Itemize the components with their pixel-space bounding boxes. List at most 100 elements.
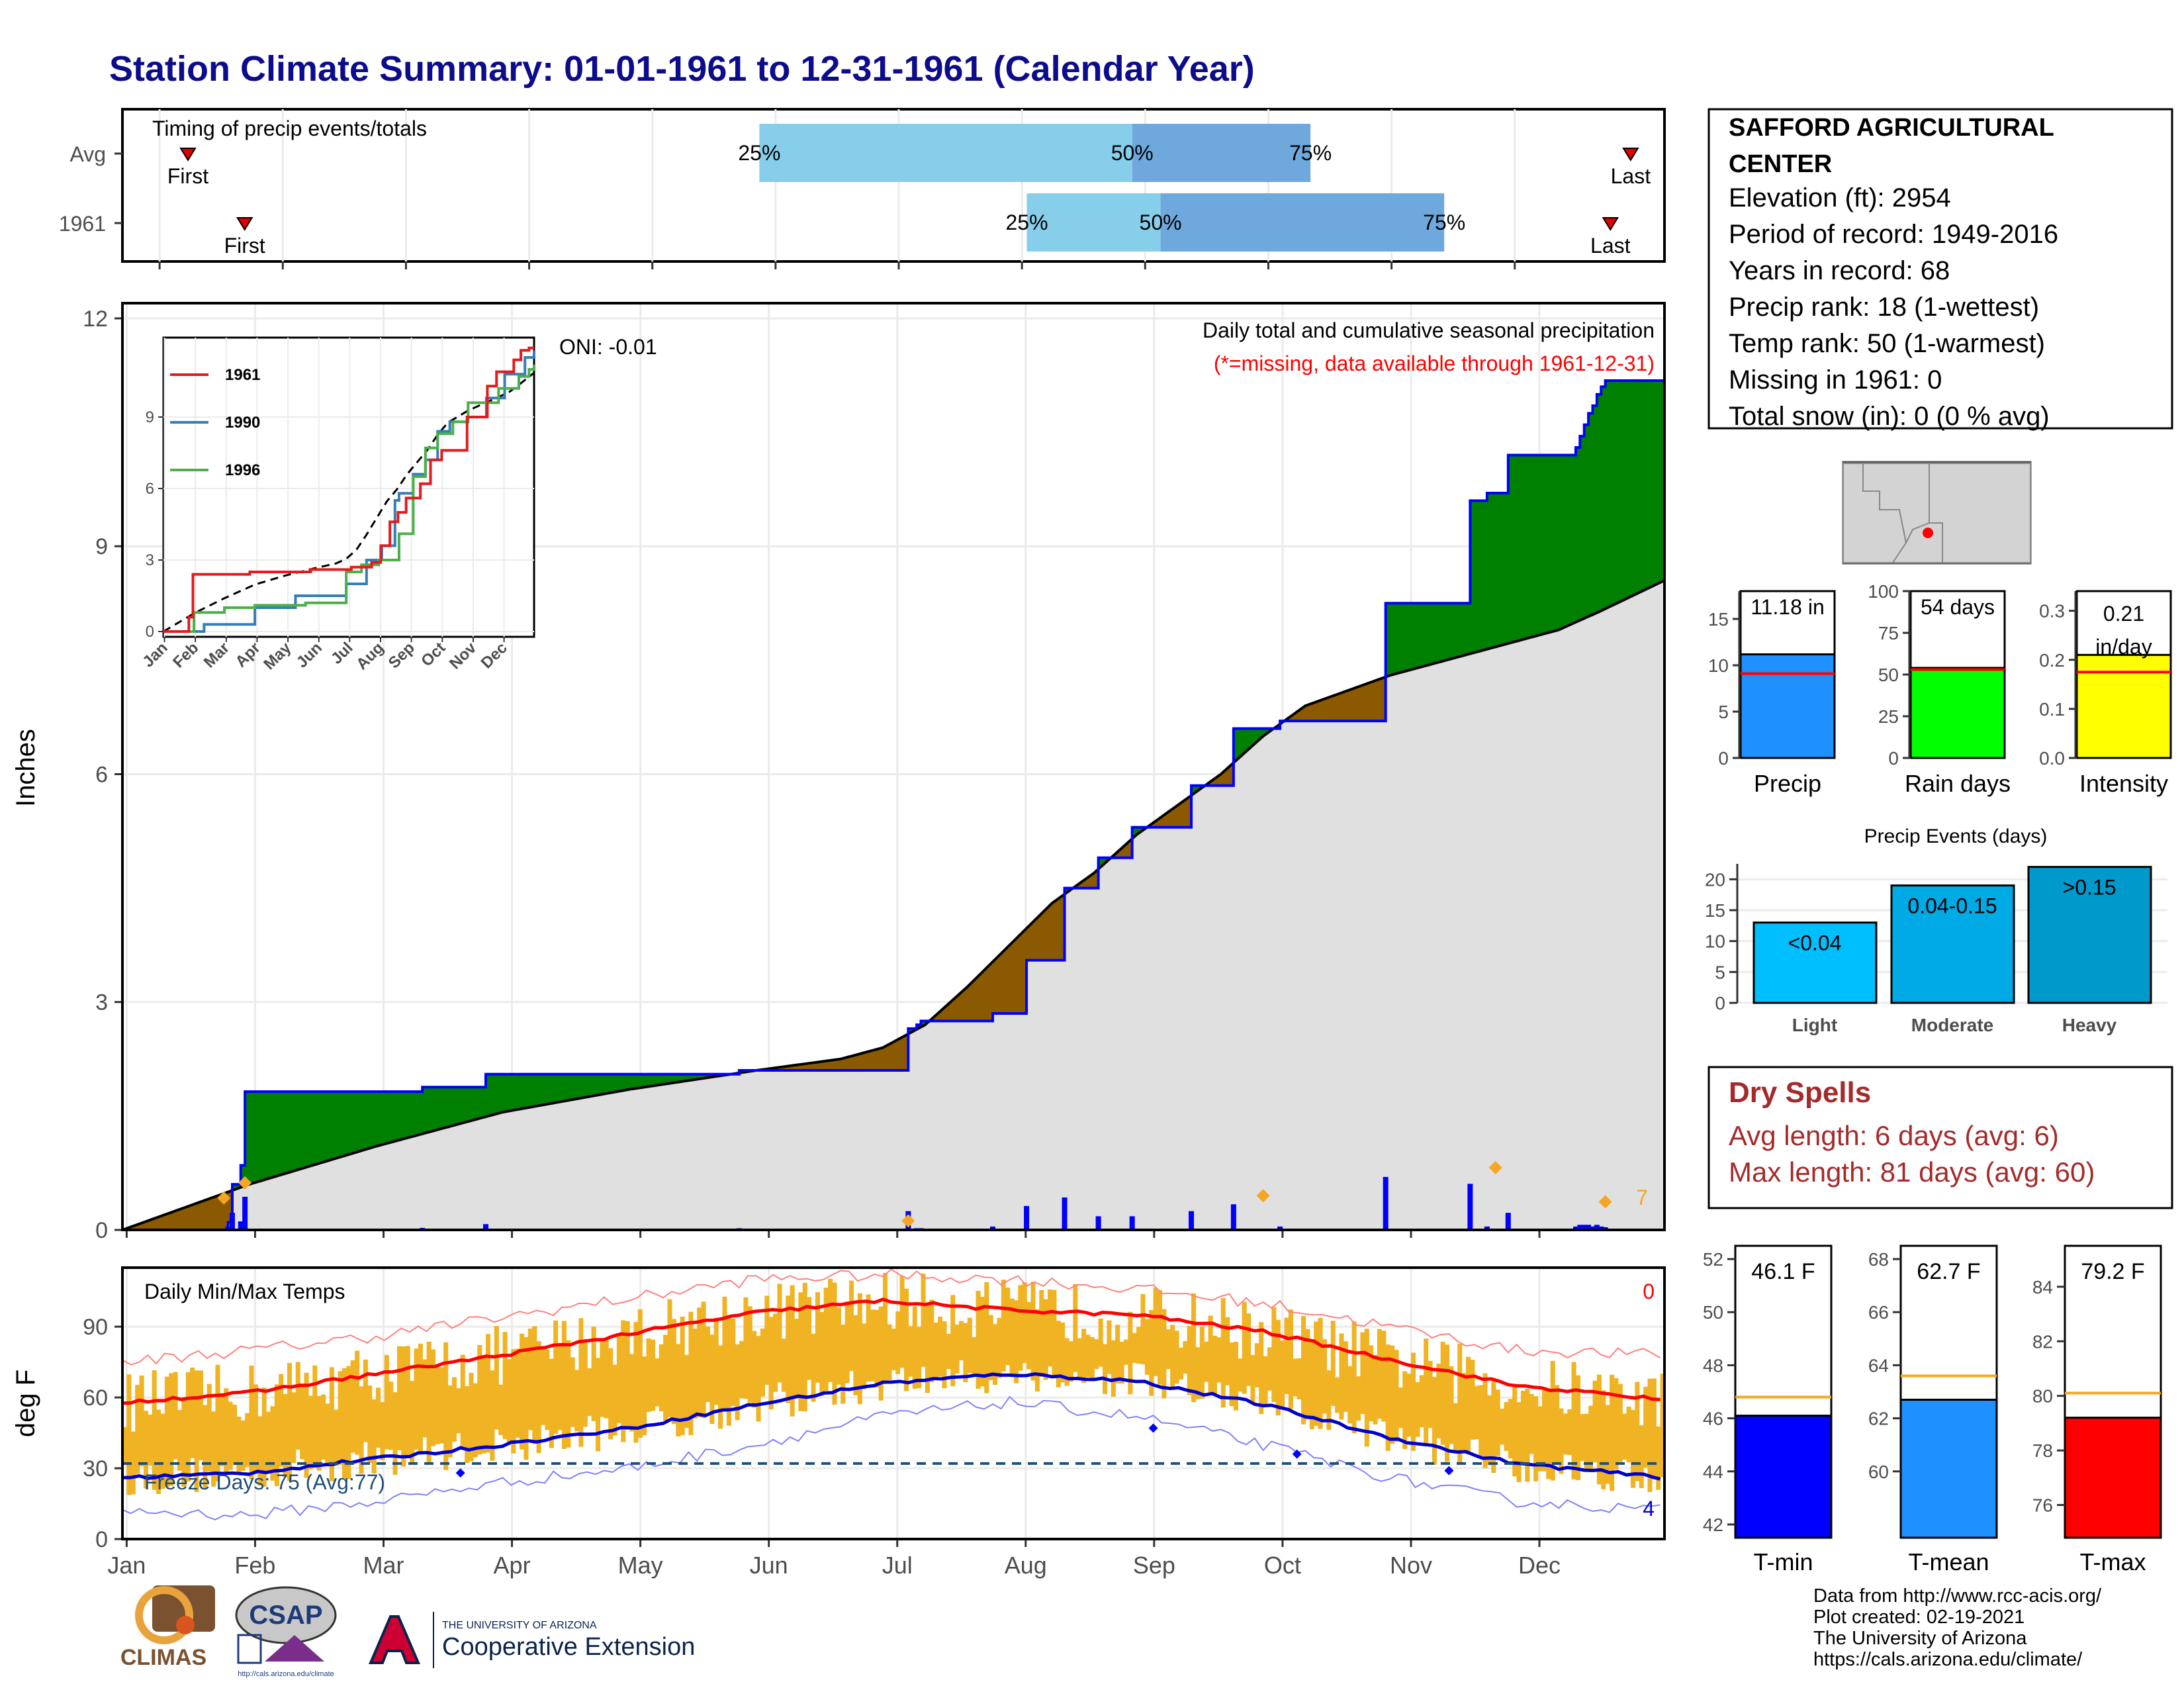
above-average-fill [1064, 888, 1069, 893]
daily-temp-bar [1428, 1360, 1433, 1429]
below-average-fill [848, 1056, 854, 1071]
above-average-fill [1195, 785, 1201, 791]
above-average-fill [502, 1074, 508, 1112]
daily-temp-bar [1157, 1289, 1163, 1385]
daily-temp-bar [1018, 1285, 1023, 1371]
daily-temp-bar [304, 1372, 309, 1478]
daily-temp-bar [1660, 1374, 1665, 1477]
above-average-fill [1457, 603, 1463, 657]
above-average-fill [405, 1092, 410, 1138]
daily-temp-bar [1571, 1362, 1576, 1480]
above-average-fill [1263, 728, 1268, 735]
below-average-fill [1297, 710, 1302, 722]
below-average-fill [1039, 914, 1044, 961]
below-average-fill [181, 1207, 187, 1230]
above-average-fill [341, 1092, 347, 1156]
temp-x-tick-label: Nov [1390, 1552, 1432, 1579]
dry-spells-average: Avg length: 6 days (avg: 6) [1729, 1120, 2059, 1151]
daily-temp-bar [274, 1384, 279, 1487]
daily-temp-bar [1575, 1375, 1581, 1480]
daily-temp-bar [143, 1411, 149, 1489]
daily-temp-bar [1212, 1335, 1218, 1395]
mini-bar-value-2 [1909, 667, 2006, 759]
below-average-fill [198, 1201, 203, 1230]
daily-temp-bar [1373, 1354, 1378, 1425]
daily-temp-bar [363, 1359, 368, 1442]
temp-bar-y-tick-label: 46 [1703, 1409, 1723, 1429]
daily-temp-bar [1309, 1340, 1314, 1430]
below-average-fill [832, 1060, 837, 1071]
above-average-fill [266, 1092, 271, 1179]
temp-x-tick-label: May [618, 1552, 663, 1579]
below-average-fill [1322, 698, 1327, 722]
daily-temp-bar [938, 1317, 943, 1377]
above-average-fill [232, 1184, 237, 1190]
below-average-fill [1381, 677, 1387, 722]
daily-temp-bar [1339, 1333, 1344, 1420]
daily-temp-bar [253, 1384, 258, 1474]
above-average-fill [1626, 381, 1631, 598]
daily-temp-bar [642, 1356, 647, 1436]
daily-temp-bar [570, 1357, 575, 1427]
daily-temp-bar [1504, 1402, 1509, 1451]
above-average-fill [1588, 413, 1594, 616]
above-average-fill [498, 1074, 504, 1113]
daily-temp-bar [1048, 1289, 1053, 1367]
daily-temp-bar [667, 1299, 672, 1417]
above-average-fill [1635, 381, 1640, 594]
timing-label: Timing of precip events/totals [152, 117, 427, 140]
above-average-fill [1436, 603, 1441, 663]
above-average-fill [490, 1074, 495, 1115]
below-average-fill [1364, 683, 1369, 722]
daily-temp-bar [190, 1367, 195, 1458]
daily-precip-bar [1581, 1225, 1587, 1230]
daily-temp-bar [1060, 1322, 1066, 1383]
daily-temp-bar [823, 1288, 829, 1391]
below-average-fill [815, 1062, 820, 1071]
above-average-fill [321, 1092, 326, 1162]
daily-temp-bar [300, 1384, 305, 1460]
daily-temp-bar [321, 1394, 326, 1460]
below-average-fill [802, 1064, 807, 1071]
daily-temp-bar [841, 1324, 846, 1404]
temp-x-tick-label: Sep [1133, 1552, 1175, 1579]
main-y-tick-label: 9 [95, 534, 108, 559]
above-average-fill [692, 1074, 698, 1080]
temp-y-tick-label: 90 [83, 1315, 108, 1340]
above-average-fill [587, 1074, 592, 1097]
daily-temp-bar [794, 1319, 799, 1399]
precip-events-category-label: Light [1792, 1015, 1837, 1035]
mini-bar-value-3 [2075, 653, 2172, 759]
daily-temp-bar [367, 1385, 373, 1463]
daily-temp-bar [426, 1341, 432, 1464]
mini-bar-y-tick-label: 0.1 [2039, 699, 2065, 720]
below-average-fill [1128, 840, 1133, 858]
below-average-fill [1052, 902, 1057, 961]
daily-temp-bar [194, 1370, 199, 1492]
main-y-tick-label: 12 [83, 306, 108, 332]
above-average-fill [566, 1074, 571, 1101]
daily-temp-bar [130, 1431, 136, 1495]
daily-temp-bar [709, 1335, 715, 1425]
daily-temp-bar [1043, 1299, 1048, 1380]
above-average-fill [1474, 500, 1479, 653]
main-annotation-title: Daily total and cumulative seasonal prec… [1203, 318, 1655, 342]
daily-temp-bar [1208, 1315, 1213, 1393]
daily-temp-bar [1026, 1301, 1032, 1370]
above-average-fill [401, 1092, 406, 1139]
above-average-fill [447, 1087, 453, 1127]
above-average-fill [439, 1087, 444, 1129]
daily-precip-bar [229, 1213, 235, 1230]
below-average-fill [972, 980, 977, 1021]
daily-temp-bar [308, 1395, 313, 1470]
above-average-fill [1541, 455, 1547, 634]
daily-temp-bar [312, 1365, 318, 1465]
daily-temp-bar [1293, 1358, 1298, 1397]
daily-temp-bar [1111, 1340, 1116, 1397]
above-average-fill [363, 1092, 368, 1150]
timing-bar-q2 [1160, 193, 1445, 252]
temp-bar-y-tick-label: 82 [2032, 1331, 2053, 1352]
dry-spells-title: Dry Spells [1729, 1076, 1871, 1109]
record-low-marker [1148, 1423, 1158, 1433]
mini-bar-y-tick-label: 0 [1718, 748, 1729, 769]
